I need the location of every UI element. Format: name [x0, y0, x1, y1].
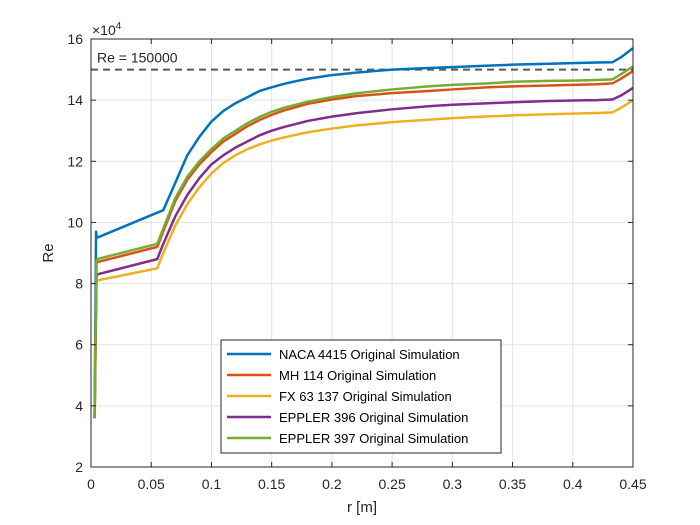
y-exponent-label: ×104 — [92, 21, 122, 38]
legend-entry: FX 63 137 Original Simulation — [279, 389, 452, 404]
x-tick-label: 0.2 — [322, 476, 342, 492]
plot-border — [90, 38, 634, 468]
series-line-4 — [93, 65, 634, 419]
legend: NACA 4415 Original Simulation MH 114 Orig… — [220, 339, 502, 454]
y-tick-label: 12 — [67, 153, 83, 169]
y-axis-label: Re — [40, 243, 57, 262]
x-tick-label: 0.25 — [378, 476, 405, 492]
y-tick-label: 4 — [75, 398, 83, 414]
x-tick-label: 0.05 — [138, 476, 165, 492]
x-tick-label: 0.35 — [499, 476, 526, 492]
x-tick-label: 0.1 — [202, 476, 222, 492]
x-tick-labels: 0 0.05 0.1 0.15 0.2 0.25 0.3 0.35 0.4 0.45 — [87, 476, 647, 492]
x-tick-label: 0.4 — [563, 476, 583, 492]
x-tick-label: 0.15 — [258, 476, 285, 492]
series-line-2 — [93, 99, 634, 419]
y-tick-label: 2 — [75, 459, 83, 475]
legend-entry: MH 114 Original Simulation — [279, 368, 436, 383]
legend-entry: EPPLER 397 Original Simulation — [279, 431, 468, 446]
y-tick-label: 14 — [67, 92, 83, 108]
x-tick-label: 0 — [87, 476, 95, 492]
y-tick-label: 16 — [67, 31, 83, 47]
y-tick-label: 6 — [75, 337, 83, 353]
series-lines — [93, 47, 634, 419]
y-tick-labels: 2 4 6 8 10 12 14 16 — [67, 31, 83, 475]
series-line-0 — [93, 47, 634, 419]
series-line-3 — [93, 86, 634, 419]
x-tick-label: 0.45 — [619, 476, 646, 492]
x-tick-label: 0.3 — [443, 476, 463, 492]
reference-line-label: Re = 150000 — [97, 50, 178, 66]
axis-ticks — [90, 38, 634, 468]
reference-line-group: Re = 150000 — [91, 50, 633, 71]
y-tick-label: 8 — [75, 276, 83, 292]
legend-entry: NACA 4415 Original Simulation — [279, 347, 460, 362]
legend-entry: EPPLER 396 Original Simulation — [279, 410, 468, 425]
x-axis-label: r [m] — [347, 499, 377, 516]
y-tick-label: 10 — [67, 214, 83, 230]
